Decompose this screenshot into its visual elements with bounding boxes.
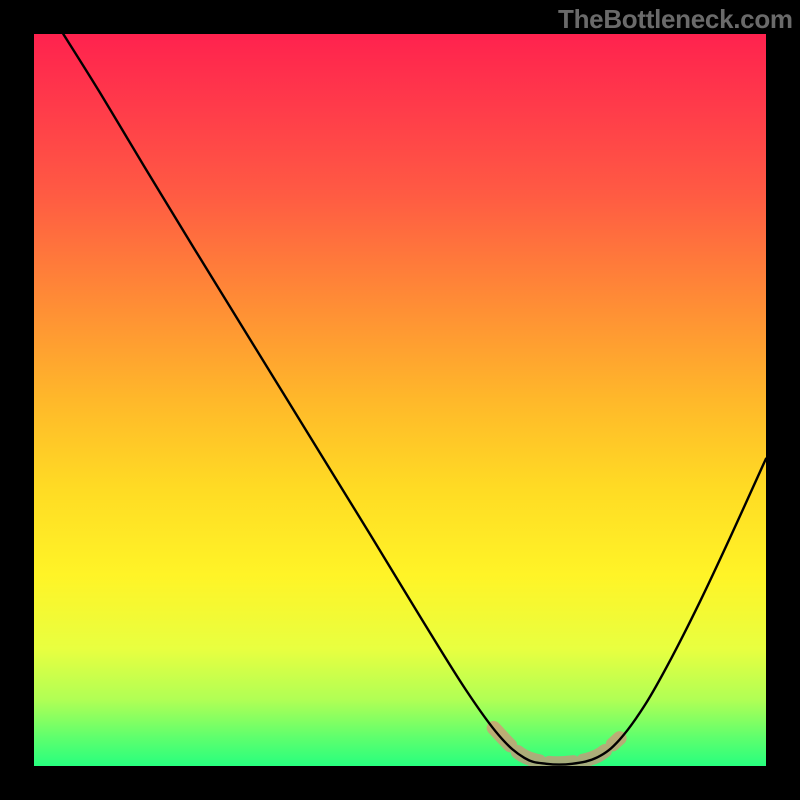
chart-container: TheBottleneck.com — [0, 0, 800, 800]
watermark-text: TheBottleneck.com — [558, 4, 793, 35]
plot-background — [34, 34, 766, 766]
bottleneck-chart — [0, 0, 800, 800]
